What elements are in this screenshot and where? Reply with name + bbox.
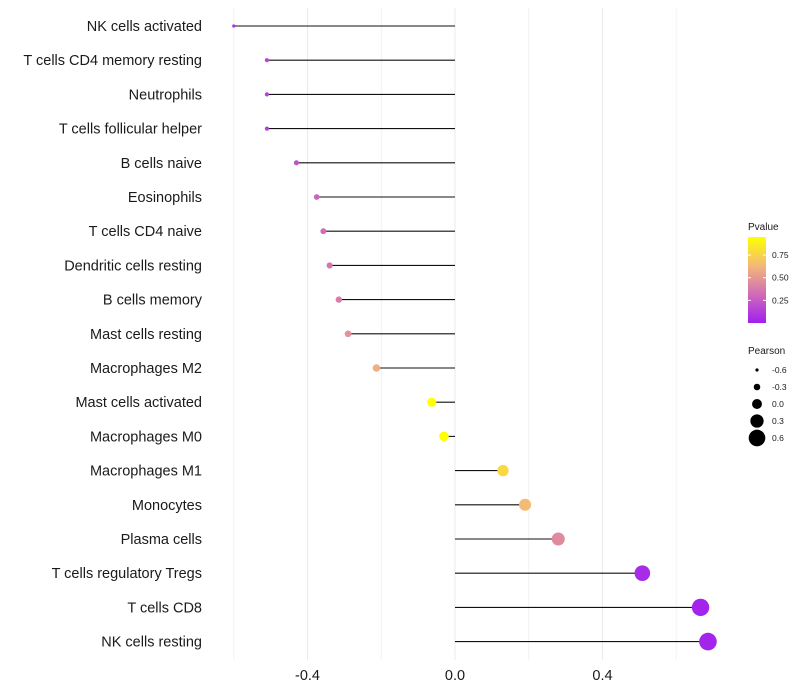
lollipop-point [335, 296, 343, 303]
y-tick-label: T cells CD8 [127, 600, 202, 616]
size-key-circle [752, 399, 762, 409]
x-tick-label: -0.4 [295, 668, 320, 684]
lollipop-point [497, 464, 509, 477]
y-tick-label: Dendritic cells resting [64, 258, 202, 274]
y-tick-label: Macrophages M0 [90, 429, 202, 445]
lollipop-point [264, 126, 270, 131]
pvalue-legend-title: Pvalue [748, 222, 779, 233]
y-tick-label: Mast cells resting [90, 327, 202, 343]
y-tick-label: B cells memory [103, 293, 203, 309]
size-key-circle [755, 368, 759, 372]
colorbar-tick-label: 0.25 [772, 295, 789, 305]
lollipop-point [551, 532, 565, 546]
y-tick-label: NK cells activated [87, 19, 202, 35]
size-key-label: 0.3 [772, 416, 784, 426]
size-key-label: -0.3 [772, 382, 787, 392]
x-tick-label: 0.0 [445, 668, 465, 684]
y-axis-labels: NK cells activated T cells CD4 memory res… [23, 19, 202, 651]
size-key-label: 0.6 [772, 433, 784, 443]
y-tick-label: Neutrophils [129, 87, 202, 103]
pvalue-colorbar [748, 237, 766, 323]
colorbar-tick-label: 0.50 [772, 273, 789, 283]
plot-marks [232, 24, 717, 651]
pearson-legend: Pearson -0.6 -0.3 0.0 0.3 0.6 [748, 346, 787, 447]
y-tick-label: Macrophages M2 [90, 361, 202, 377]
y-tick-label: Eosinophils [128, 190, 202, 206]
y-tick-label: Monocytes [132, 498, 202, 514]
x-axis-labels: -0.4 0.0 0.4 [295, 668, 613, 684]
pearson-legend-title: Pearson [748, 346, 785, 357]
size-key-circle [750, 414, 764, 428]
lollipop-point [427, 397, 437, 407]
y-tick-label: B cells naive [121, 156, 202, 172]
size-key-label: -0.6 [772, 365, 787, 375]
y-tick-label: T cells CD4 memory resting [23, 53, 202, 69]
lollipop-point [232, 24, 236, 28]
lollipop-point [344, 330, 352, 338]
pvalue-legend: Pvalue 0.75 0.50 0.25 [748, 222, 789, 323]
y-tick-label: T cells regulatory Tregs [52, 566, 202, 582]
lollipop-point [326, 262, 333, 269]
y-tick-label: Plasma cells [121, 532, 202, 548]
y-tick-label: NK cells resting [101, 635, 202, 651]
lollipop-point [634, 565, 651, 581]
lollipop-point [691, 598, 710, 617]
y-tick-label: Mast cells activated [75, 395, 202, 411]
size-key-circle [748, 429, 766, 447]
y-tick-label: Macrophages M1 [90, 464, 202, 480]
lollipop-point [293, 160, 299, 166]
lollipop-point [439, 431, 449, 442]
colorbar-tick-label: 0.75 [772, 250, 789, 260]
y-tick-label: T cells follicular helper [59, 122, 202, 138]
lollipop-point [264, 58, 270, 63]
lollipop-point [320, 228, 327, 235]
lollipop-point [519, 498, 532, 511]
lollipop-point [372, 364, 381, 372]
size-key-circle [753, 383, 761, 391]
lollipop-point [264, 92, 270, 97]
size-key-label: 0.0 [772, 399, 784, 409]
lollipop-point [699, 632, 717, 651]
lollipop-point [313, 194, 320, 200]
y-tick-label: T cells CD4 naive [89, 224, 202, 240]
x-tick-label: 0.4 [592, 668, 612, 684]
